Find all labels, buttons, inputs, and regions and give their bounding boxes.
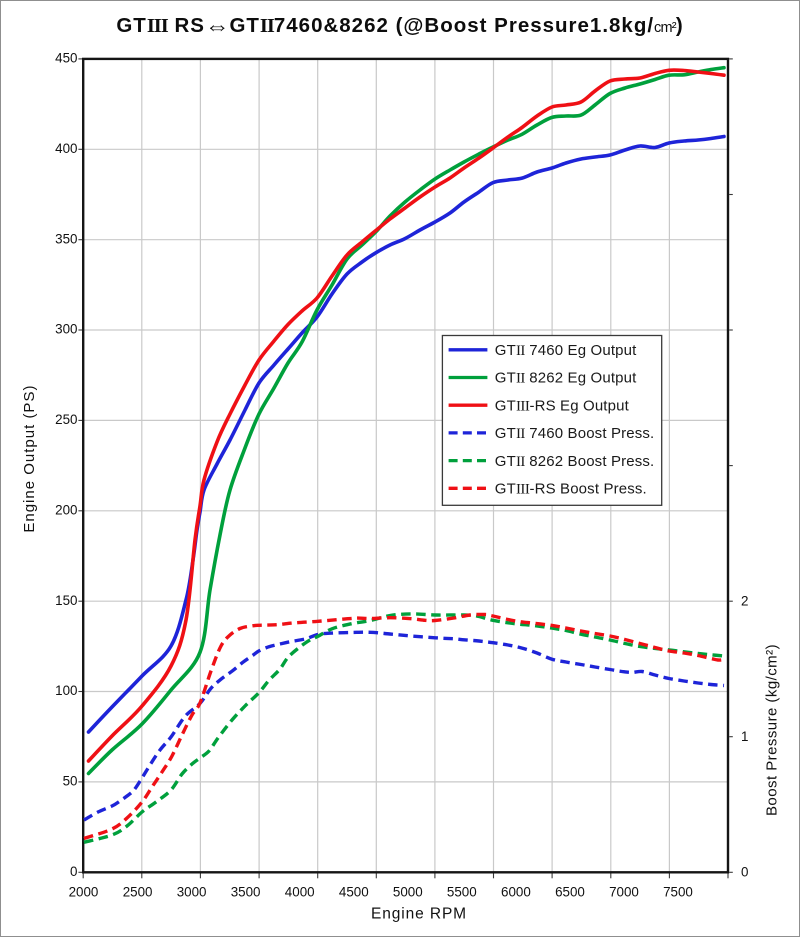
svg-text:GTII 7460 Eg Output: GTII 7460 Eg Output [495, 342, 637, 359]
svg-text:0: 0 [741, 865, 748, 880]
svg-text:GTIII-RS Eg Output: GTIII-RS Eg Output [495, 397, 630, 414]
svg-text:200: 200 [55, 502, 77, 517]
svg-text:400: 400 [55, 141, 77, 156]
svg-text:Boost Pressure (kg/cm²): Boost Pressure (kg/cm²) [763, 644, 780, 816]
svg-text:4000: 4000 [285, 885, 315, 900]
svg-text:2: 2 [741, 593, 748, 608]
svg-text:6000: 6000 [501, 885, 531, 900]
svg-text:Engine Output (PS): Engine Output (PS) [21, 385, 38, 533]
svg-text:50: 50 [63, 774, 78, 789]
svg-text:0: 0 [70, 864, 77, 879]
svg-text:2500: 2500 [123, 885, 153, 900]
svg-text:150: 150 [55, 593, 77, 608]
svg-text:7000: 7000 [609, 885, 639, 900]
svg-text:GTIII-RS Boost Press.: GTIII-RS Boost Press. [495, 481, 647, 498]
svg-text:3500: 3500 [231, 885, 261, 900]
svg-text:6500: 6500 [555, 885, 585, 900]
svg-text:5500: 5500 [447, 885, 477, 900]
svg-text:GTII 8262 Boost Press.: GTII 8262 Boost Press. [495, 453, 655, 470]
svg-text:350: 350 [55, 231, 77, 246]
svg-text:100: 100 [55, 683, 77, 698]
svg-text:3000: 3000 [177, 885, 207, 900]
svg-text:1: 1 [741, 729, 748, 744]
svg-text:450: 450 [55, 51, 77, 66]
svg-text:250: 250 [55, 412, 77, 427]
svg-text:GTII 8262 Eg Output: GTII 8262 Eg Output [495, 370, 637, 387]
svg-text:4500: 4500 [339, 885, 369, 900]
svg-text:5000: 5000 [393, 885, 423, 900]
svg-text:Engine RPM: Engine RPM [371, 906, 467, 923]
svg-text:7500: 7500 [663, 885, 693, 900]
svg-text:300: 300 [55, 322, 77, 337]
svg-text:2000: 2000 [69, 885, 99, 900]
svg-text:GTII 7460 Boost Press.: GTII 7460 Boost Press. [495, 425, 655, 442]
